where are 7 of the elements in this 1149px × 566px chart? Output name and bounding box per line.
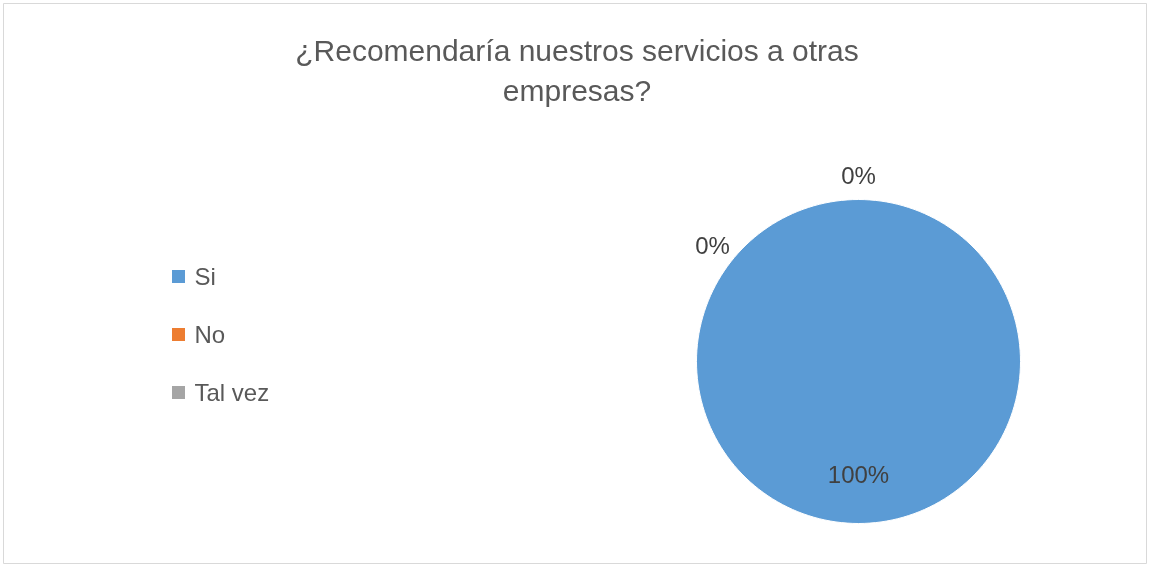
data-label: 100% bbox=[827, 461, 890, 489]
legend-label: Tal vez bbox=[194, 379, 270, 406]
legend-label: No bbox=[194, 321, 226, 348]
text: 0% bbox=[841, 161, 876, 189]
text: 0% bbox=[695, 232, 730, 260]
chart-title: ¿Recomendaría nuestros servicios a otras empresas? bbox=[295, 34, 859, 107]
legend-label: Si bbox=[194, 263, 216, 290]
